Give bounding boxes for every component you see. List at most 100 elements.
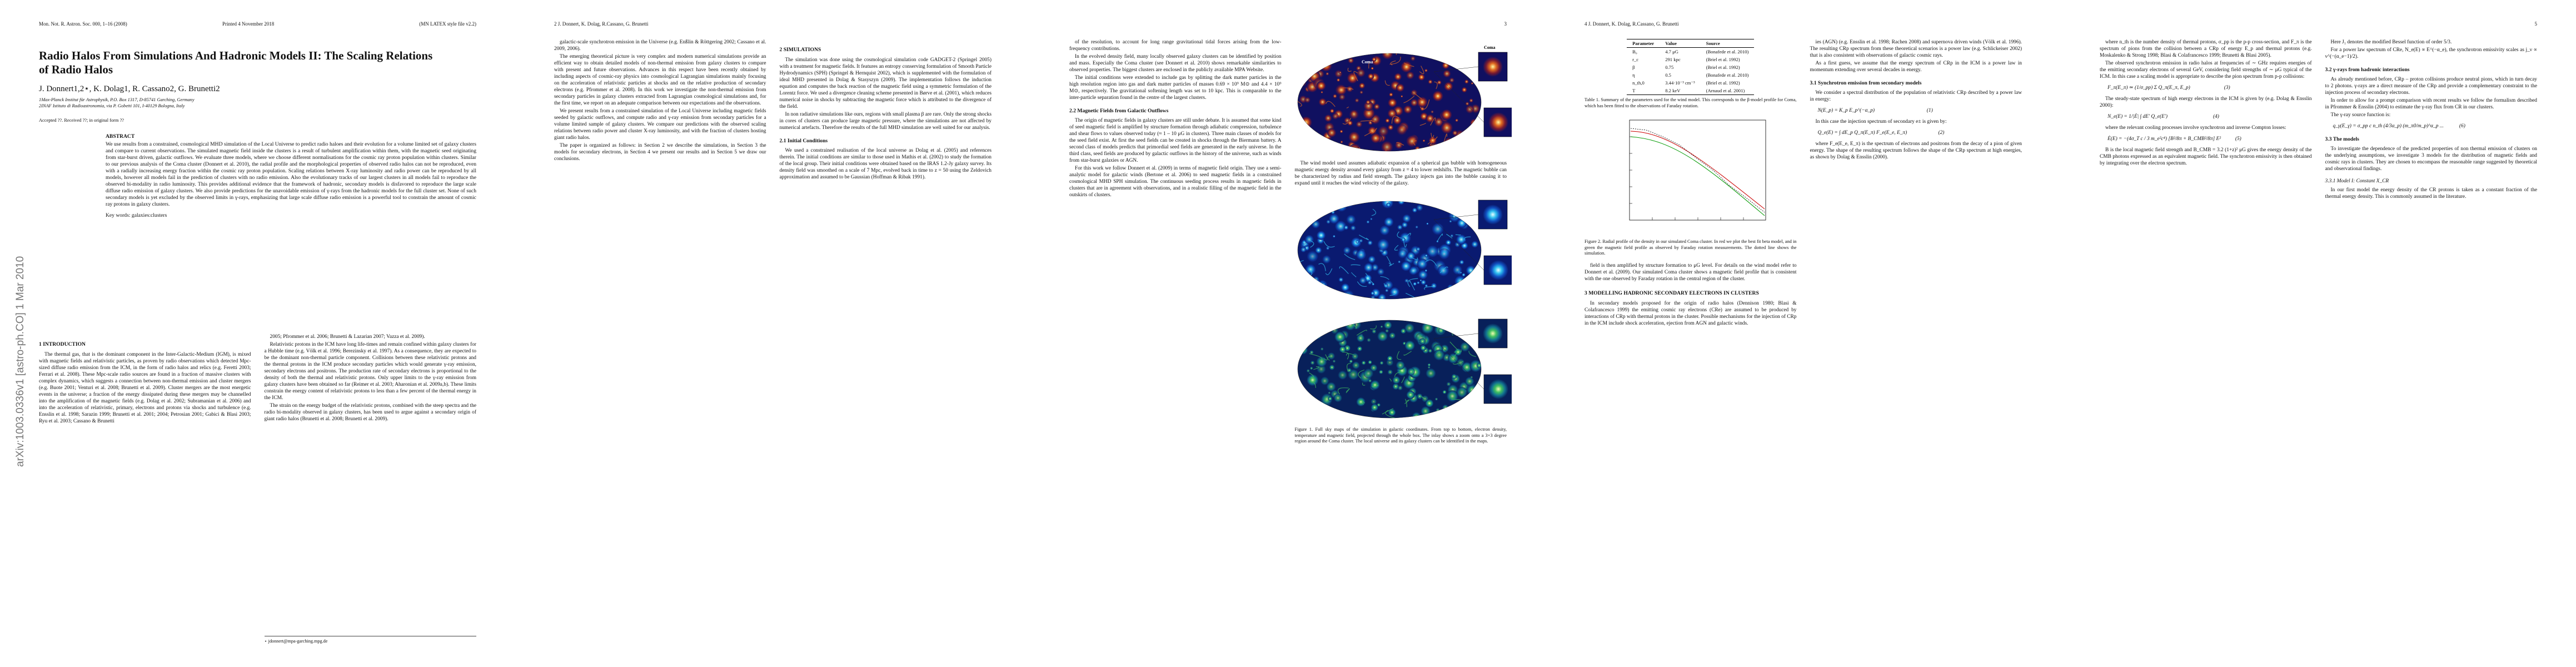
table-cell: n_th,0 [1632, 80, 1645, 86]
curve-observed [1630, 136, 1765, 216]
map-blob [1343, 201, 1354, 208]
map-blob [1366, 220, 1369, 224]
map-blob [1298, 281, 1306, 289]
map-blob [1310, 360, 1314, 365]
map-blob [1378, 126, 1389, 137]
map-blob [1381, 53, 1393, 59]
column: galactic-scale synchrotron emission in t… [554, 39, 766, 645]
map-filament [1331, 53, 1337, 55]
map-blob [1419, 338, 1426, 345]
map-blob [1302, 53, 1313, 59]
map-blob [1404, 340, 1415, 351]
map-blob [1303, 126, 1309, 132]
map-filament [1304, 416, 1317, 418]
map-blob [1459, 260, 1464, 265]
map-blob [1367, 255, 1376, 263]
map-blob [1383, 217, 1394, 227]
header-right: (MN LATEX style file v2.2) [419, 21, 476, 27]
map-filament [1430, 132, 1434, 138]
map-blob [1456, 387, 1467, 398]
table-row: η 0.5 (Bonafede et al. 2010) [1627, 71, 1754, 79]
table-cell: 0.75 [1665, 64, 1674, 70]
map-blob [1392, 383, 1399, 390]
map-blob [1309, 350, 1314, 355]
map-blob [1397, 385, 1403, 391]
paragraph: where the relevant cooling processes inv… [2105, 125, 2286, 131]
map-filament [1299, 57, 1305, 65]
map-blob [1379, 225, 1390, 236]
map-blob [1332, 235, 1336, 238]
map-filament [1452, 361, 1463, 365]
map-filament [1429, 136, 1438, 142]
map-blob [1447, 284, 1454, 291]
column: where n_th is the number density of ther… [2100, 39, 2312, 645]
map-blob [1298, 345, 1308, 355]
page: 3 of the resolution, to account for long … [1030, 0, 1546, 667]
map-blob [1341, 283, 1349, 292]
paragraph: To investigate the dependence of the pre… [2325, 146, 2538, 172]
map-blob [1325, 72, 1329, 76]
map-filament [1389, 56, 1401, 65]
map-blob [1457, 218, 1467, 228]
equation: Q_e(E) = ∫ dE_p Q_π(E_π) F_e(E_e, E_π) (… [1817, 130, 1945, 136]
map-blob [1397, 224, 1403, 230]
map-blob [1465, 278, 1477, 290]
map-blob [1401, 221, 1408, 228]
map-filament [1419, 123, 1426, 126]
keywords: Key words: galaxies:clusters [106, 212, 167, 218]
map-filament [1388, 263, 1394, 267]
map-blob [1446, 145, 1455, 151]
map-blob [1299, 409, 1304, 413]
table-cell: β [1632, 64, 1635, 70]
map-blob [1471, 292, 1481, 299]
map-blob [1388, 332, 1396, 339]
map-blob [1410, 98, 1418, 107]
table-cell: η [1632, 72, 1635, 78]
affiliations: 1Max-Planck Institut für Astrophysik, P.… [39, 97, 195, 109]
map-blob [1422, 139, 1425, 142]
map-blob [1463, 336, 1466, 339]
map-filament [1391, 116, 1399, 124]
map-blob [1324, 201, 1329, 206]
paragraph: ies (AGN) (e.g. Ensslin et al. 1998; Rac… [1810, 39, 2022, 58]
paragraph: 2005; Pfrommer et al. 2006; Brunetti & L… [270, 334, 425, 340]
map-blob [1384, 328, 1389, 333]
columns: 1 INTRODUCTION The thermal gas, that is t… [39, 334, 476, 645]
map-blob [1446, 390, 1458, 402]
map-blob [1451, 413, 1454, 417]
column: 2005; Pfrommer et al. 2006; Brunetti & L… [264, 334, 476, 645]
map-blob [1412, 412, 1421, 418]
paragraph: The thermal gas, that is the dominant co… [39, 352, 251, 424]
map-filament [1404, 232, 1411, 238]
subsection-heading: 2.2 Magnetic Fields from Galactic Outflo… [1069, 108, 1169, 114]
map-blob [1342, 290, 1354, 299]
map-filament [1339, 266, 1349, 275]
map-blob [1297, 210, 1305, 218]
map-blob [1335, 201, 1347, 212]
map-blob [1338, 71, 1342, 74]
map-filament [1342, 87, 1353, 90]
map-filament [1362, 382, 1365, 386]
map-blob [1396, 83, 1404, 92]
paragraph: For a power law spectrum of CRe, N_e(E) … [2325, 47, 2538, 59]
map-blob [1381, 141, 1393, 151]
map-filament [1358, 235, 1369, 241]
map-filament [1403, 96, 1414, 103]
map-blob [1442, 289, 1454, 299]
map-filament [1396, 142, 1404, 146]
map-blob [1336, 78, 1340, 82]
map-filament [1313, 366, 1319, 370]
map-filament [1346, 363, 1351, 372]
map-blob [1320, 91, 1323, 94]
map-blob [1431, 282, 1437, 289]
header-right: 3 [1504, 21, 1507, 27]
paragraph: We consider a spectral distribution of t… [1810, 90, 2022, 102]
abstract-text: We use results from a constrained, cosmo… [106, 141, 476, 207]
map-filament [1308, 372, 1314, 378]
header-left: 4 J. Donnert, K. Dolag, R.Cassano, G. Br… [1585, 21, 1679, 27]
map-blob [1316, 231, 1326, 240]
map-blob [1332, 94, 1337, 98]
map-blob [1371, 288, 1380, 297]
authors: J. Donnert1,2⋆, K. Dolag1, R. Cassano2, … [39, 84, 220, 93]
column: Coma Coma The wind model used assumes adia… [1295, 39, 1512, 645]
